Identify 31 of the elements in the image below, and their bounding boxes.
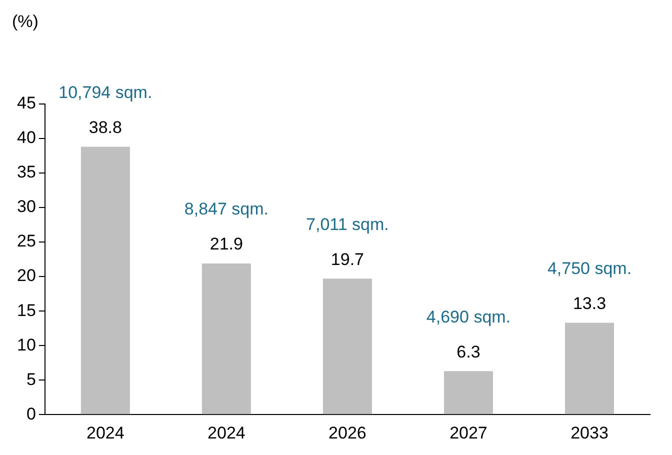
- text: 10,794 sqm.: [58, 82, 152, 102]
- annotation: 4,750 sqm.: [547, 258, 632, 278]
- y-tick-label: 40: [16, 128, 36, 148]
- y-tick-label: 5: [26, 370, 36, 389]
- y-tick-label: 0: [26, 404, 36, 424]
- bar: [80, 146, 130, 414]
- y-tick-label: 45: [16, 94, 36, 113]
- annotation: 4,690 sqm.: [426, 307, 511, 326]
- y-tick-label: 35: [16, 162, 36, 182]
- data-label: 38.8: [88, 118, 122, 137]
- data-label: 6.3: [456, 342, 480, 362]
- bar: [202, 263, 251, 414]
- bar: [564, 322, 614, 414]
- y-tick-label: 20: [16, 266, 36, 286]
- data-label: 19.7: [330, 250, 364, 269]
- annotation: 8,847 sqm.: [184, 200, 268, 219]
- y-axis-title: (%): [12, 12, 38, 32]
- annotation: 7,011 sqm.: [306, 214, 389, 234]
- y-tick-label: 25: [16, 232, 36, 251]
- x-tick-label: 2027: [450, 423, 488, 442]
- x-tick-label: 2026: [328, 423, 366, 442]
- x-tick-label: 2024: [208, 423, 246, 442]
- x-tick-label: 2024: [86, 423, 124, 442]
- y-tick-label: 15: [16, 300, 36, 320]
- data-label: 21.9: [210, 234, 243, 254]
- y-tick-label: 30: [16, 197, 36, 216]
- x-tick-label: 2033: [570, 423, 608, 442]
- bar: [322, 278, 372, 414]
- bar: [444, 371, 493, 414]
- data-label: 13.3: [572, 294, 606, 313]
- y-tick-label: 10: [16, 335, 36, 354]
